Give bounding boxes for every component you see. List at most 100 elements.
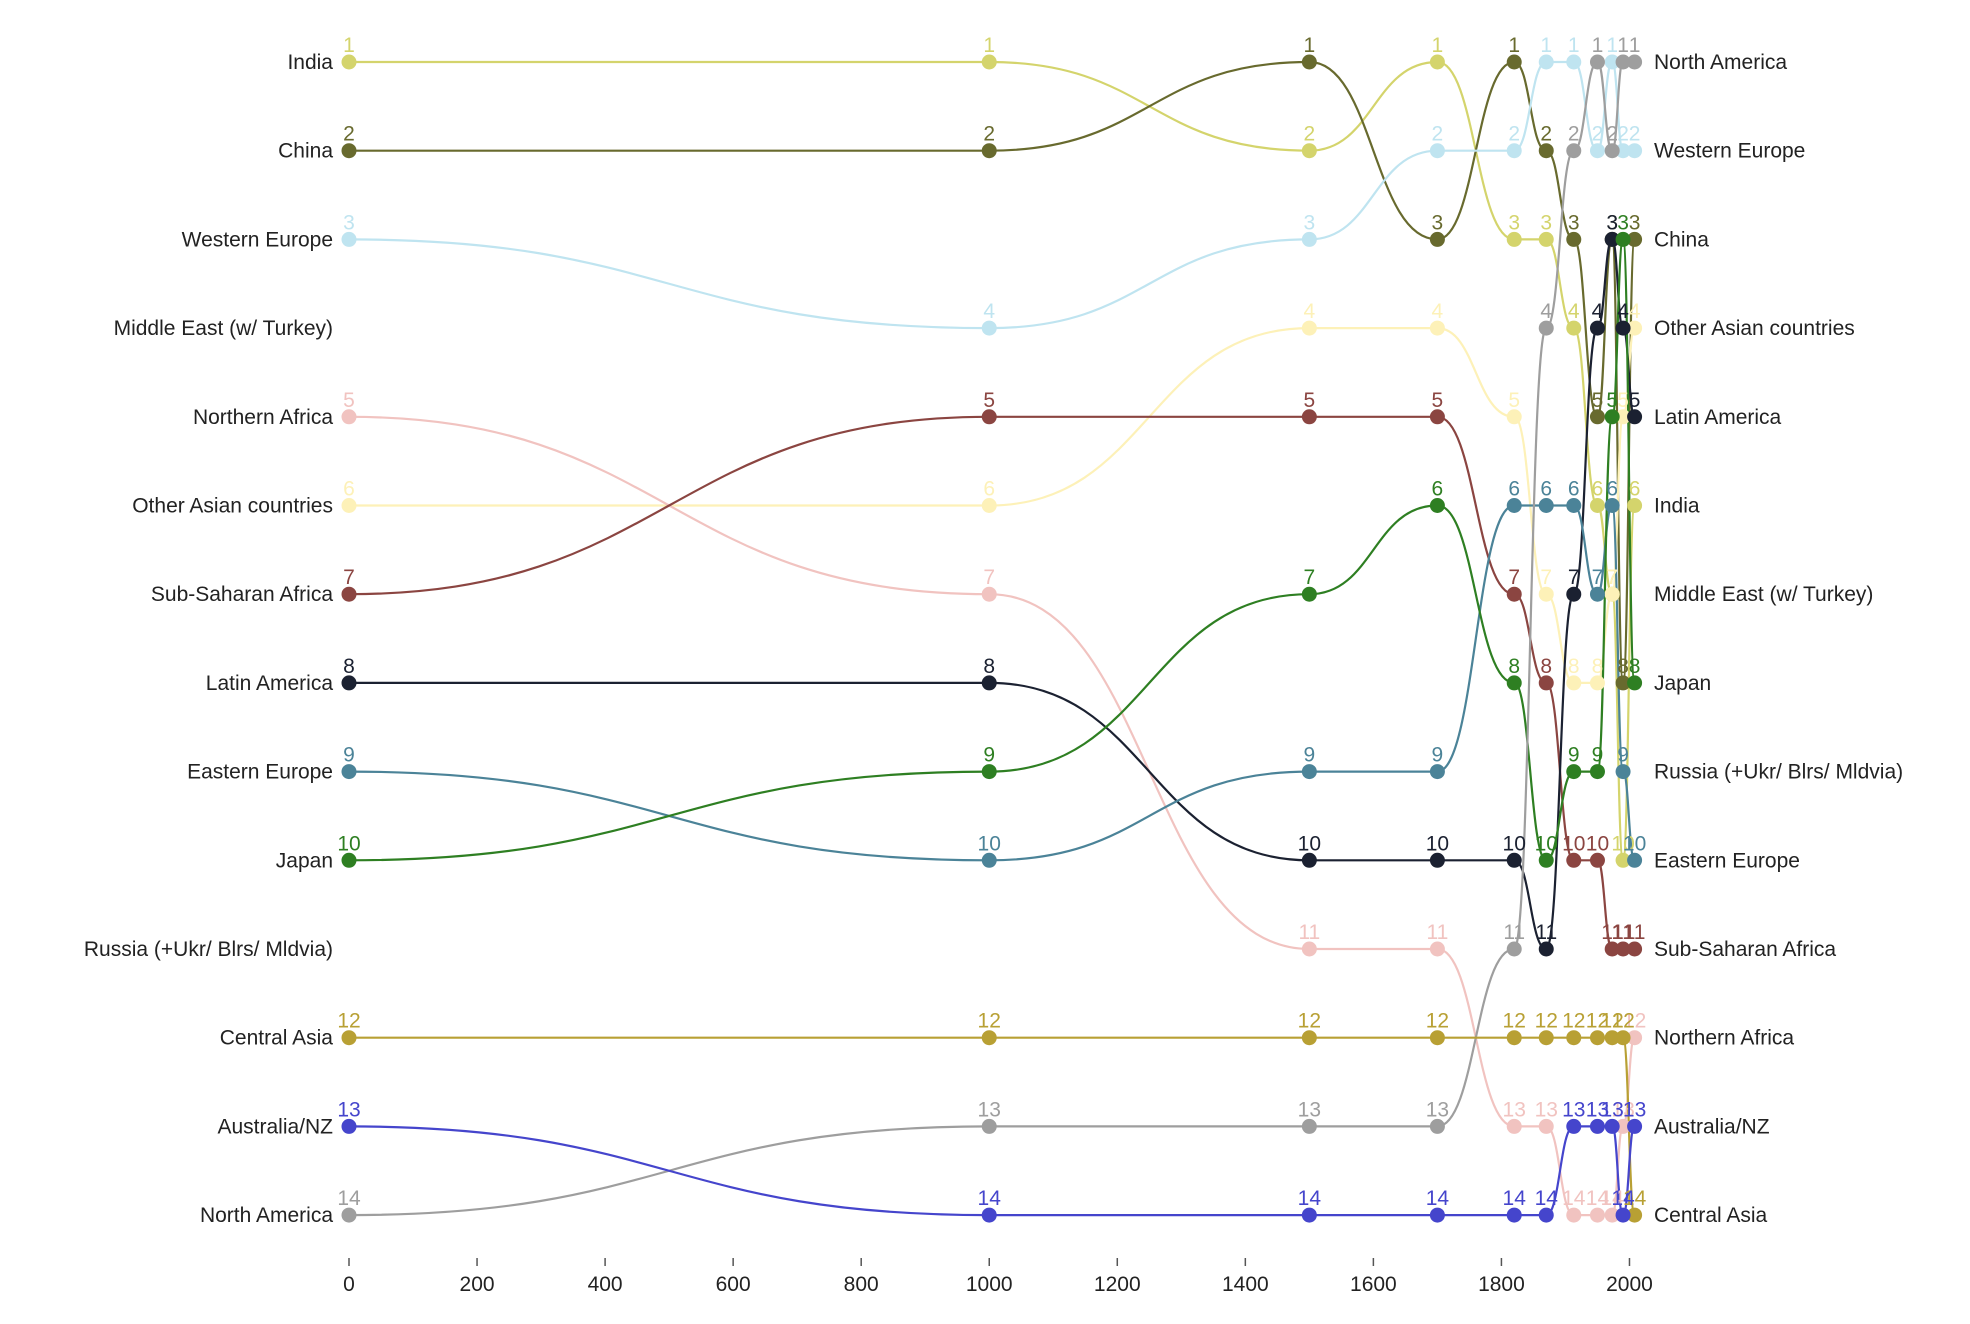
series-line-7 xyxy=(348,504,1636,862)
series-point-6-6 xyxy=(1566,586,1582,602)
rank-label-2-3: 2 xyxy=(1432,123,1444,146)
series-point-8-0 xyxy=(341,852,357,868)
rank-label-2-7: 2 xyxy=(1592,123,1604,146)
right-category-labels: North America Western Europe China Other As… xyxy=(1654,51,1903,1227)
series-point-0-6 xyxy=(1566,320,1582,336)
series-point-2-5 xyxy=(1538,54,1554,70)
series-points xyxy=(341,54,1643,1223)
left-label-4: Northern Africa xyxy=(193,406,333,429)
left-label-9: Japan xyxy=(276,849,333,872)
rank-label-8-2: 7 xyxy=(1304,566,1316,589)
series-point-11-10 xyxy=(1627,1118,1643,1134)
rank-label-0-7: 6 xyxy=(1592,478,1604,501)
rank-label-8-6: 9 xyxy=(1568,744,1580,767)
right-label-8: Russia (+Ukr/ Blrs/ Mldvia) xyxy=(1654,761,1903,784)
series-point-5-7 xyxy=(1589,852,1605,868)
rank-label-5-8: 11 xyxy=(1601,921,1623,944)
series-point-5-3 xyxy=(1429,409,1445,425)
series-point-6-9 xyxy=(1615,320,1631,336)
rank-label-5-6: 10 xyxy=(1562,832,1585,855)
rank-label-2-1: 4 xyxy=(983,300,995,323)
rank-label-10-2: 12 xyxy=(1298,1010,1321,1033)
series-point-11-4 xyxy=(1506,1207,1522,1223)
rank-label-8-3: 6 xyxy=(1432,478,1444,501)
series-point-10-7 xyxy=(1589,1030,1605,1046)
right-label-11: Northern Africa xyxy=(1654,1027,1794,1050)
x-tick-label-3: 600 xyxy=(716,1273,751,1296)
rank-label-4-6: 14 xyxy=(1562,1187,1586,1210)
series-point-3-5 xyxy=(1538,586,1554,602)
rank-label-4-9: 13 xyxy=(1611,1098,1634,1121)
rank-label-7-8: 6 xyxy=(1606,478,1618,501)
series-point-10-0 xyxy=(341,1030,357,1046)
series-point-3-10 xyxy=(1627,320,1643,336)
rank-label-1-0: 2 xyxy=(343,123,355,146)
rank-label-3-0: 6 xyxy=(343,478,355,501)
x-tick-label-6: 1200 xyxy=(1094,1273,1141,1296)
series-point-3-1 xyxy=(981,498,997,513)
rank-label-10-5: 12 xyxy=(1535,1010,1558,1033)
series-point-2-3 xyxy=(1429,143,1445,159)
rank-label-9-7: 1 xyxy=(1592,34,1604,57)
rank-label-0-8: 7 xyxy=(1606,566,1618,589)
series-point-6-8 xyxy=(1604,231,1620,247)
series-point-8-10 xyxy=(1627,675,1643,691)
rank-label-2-6: 1 xyxy=(1568,34,1580,57)
rank-label-11-6: 13 xyxy=(1562,1098,1585,1121)
series-point-3-0 xyxy=(341,498,357,513)
series-point-8-8 xyxy=(1604,409,1620,425)
series-point-4-7 xyxy=(1589,1207,1605,1223)
rank-label-5-3: 5 xyxy=(1432,389,1444,412)
rank-label-10-1: 12 xyxy=(978,1010,1001,1033)
rank-label-9-9: 1 xyxy=(1617,34,1629,57)
rank-label-5-0: 7 xyxy=(343,566,355,589)
rank-label-1-1: 2 xyxy=(983,123,995,146)
rank-label-1-9: 8 xyxy=(1617,655,1629,678)
series-point-10-6 xyxy=(1566,1030,1582,1046)
series-point-4-9 xyxy=(1615,1118,1631,1134)
rank-label-6-2: 10 xyxy=(1298,832,1321,855)
rank-label-10-6: 12 xyxy=(1562,1010,1585,1033)
rank-label-11-5: 14 xyxy=(1535,1187,1559,1210)
x-tick-label-9: 1800 xyxy=(1478,1273,1525,1296)
x-tick-label-10: 2000 xyxy=(1606,1273,1653,1296)
series-point-3-8 xyxy=(1604,586,1620,602)
left-label-10: Russia (+Ukr/ Blrs/ Mldvia) xyxy=(84,938,333,961)
series-point-1-7 xyxy=(1589,409,1605,425)
series-point-4-1 xyxy=(981,586,997,602)
left-label-8: Eastern Europe xyxy=(187,761,333,784)
series-point-7-3 xyxy=(1429,764,1445,780)
series-line-0 xyxy=(349,60,1636,862)
series-point-11-7 xyxy=(1589,1118,1605,1134)
rank-label-4-2: 11 xyxy=(1298,921,1320,944)
series-point-11-9 xyxy=(1615,1207,1631,1223)
series-point-7-4 xyxy=(1506,498,1522,513)
rank-label-4-0: 5 xyxy=(343,389,355,412)
rank-label-6-7: 4 xyxy=(1592,300,1604,323)
series-point-1-0 xyxy=(341,143,357,159)
x-tick-label-5: 1000 xyxy=(966,1273,1013,1296)
series-point-6-0 xyxy=(341,675,357,691)
rank-label-5-4: 7 xyxy=(1508,566,1520,589)
x-tick-label-2: 400 xyxy=(588,1273,623,1296)
series-point-9-9 xyxy=(1615,54,1631,70)
rank-label-4-1: 7 xyxy=(983,566,995,589)
series-point-11-0 xyxy=(341,1118,357,1134)
rank-label-7-3: 9 xyxy=(1432,744,1444,767)
rank-label-1-8: 3 xyxy=(1606,211,1618,234)
right-label-13: Central Asia xyxy=(1654,1204,1768,1227)
rank-label-7-1: 10 xyxy=(978,832,1001,855)
rank-label-3-3: 4 xyxy=(1432,300,1444,323)
rank-label-11-3: 14 xyxy=(1426,1187,1450,1210)
rank-label-8-0: 10 xyxy=(337,832,360,855)
series-point-0-4 xyxy=(1506,231,1522,247)
x-tick-label-0: 0 xyxy=(343,1273,355,1296)
series-point-3-2 xyxy=(1301,320,1317,336)
rank-label-8-1: 9 xyxy=(983,744,995,767)
series-point-9-4 xyxy=(1506,941,1522,957)
series-point-1-5 xyxy=(1538,143,1554,159)
rank-label-8-4: 8 xyxy=(1508,655,1520,678)
x-tick-label-4: 800 xyxy=(844,1273,879,1296)
